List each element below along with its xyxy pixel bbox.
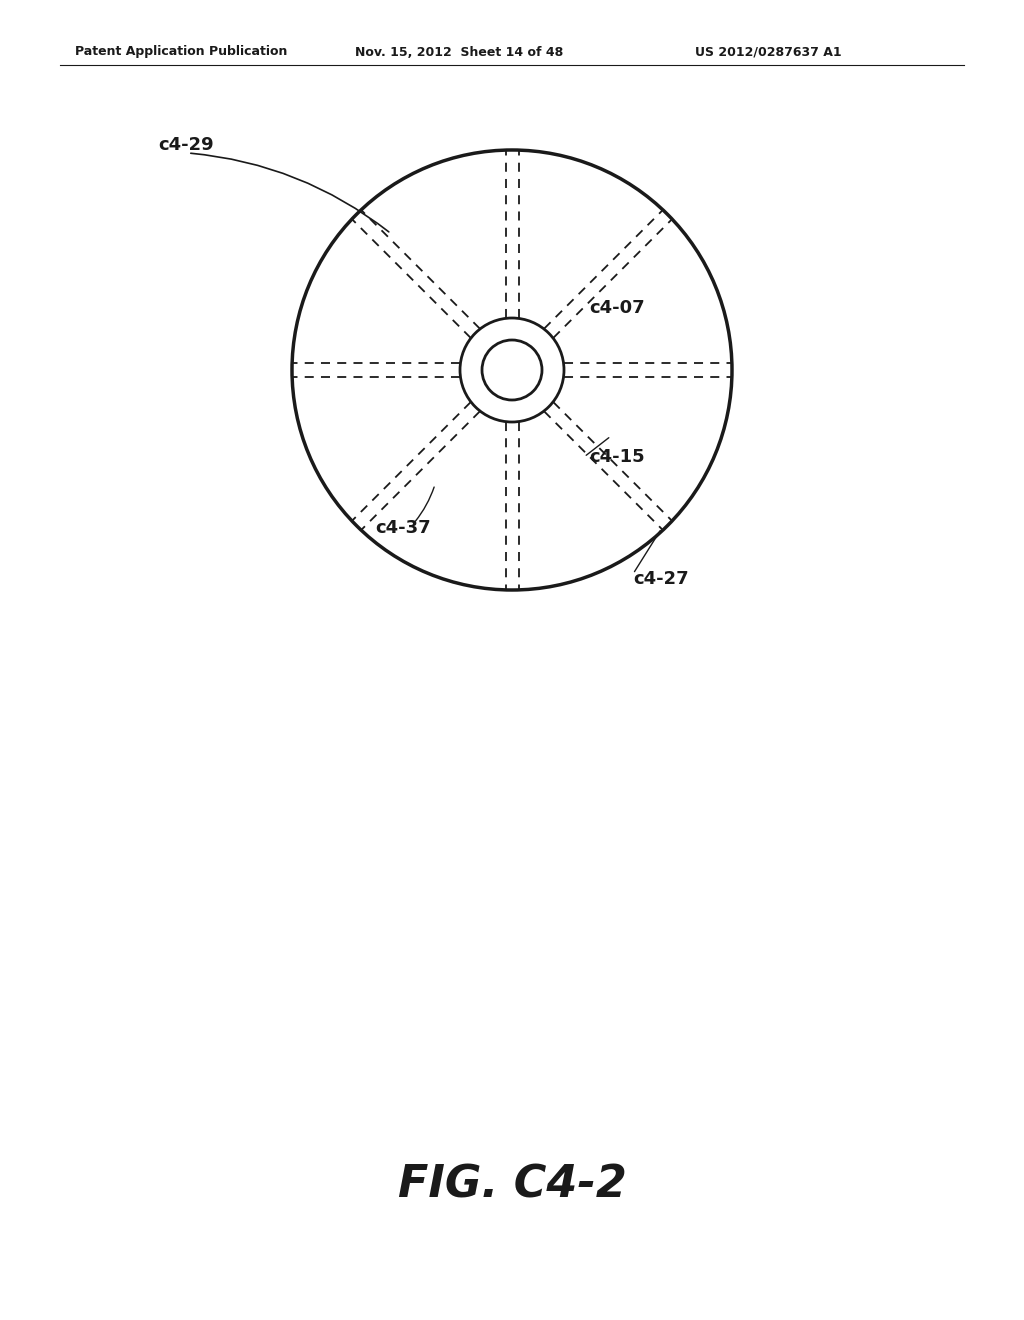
Text: US 2012/0287637 A1: US 2012/0287637 A1 (695, 45, 842, 58)
Text: Nov. 15, 2012  Sheet 14 of 48: Nov. 15, 2012 Sheet 14 of 48 (355, 45, 563, 58)
Text: FIG. C4-2: FIG. C4-2 (397, 1163, 627, 1206)
Text: c4-15: c4-15 (589, 447, 645, 466)
Text: c4-07: c4-07 (589, 300, 645, 317)
Text: c4-27: c4-27 (633, 570, 688, 587)
Circle shape (482, 341, 542, 400)
Text: Patent Application Publication: Patent Application Publication (75, 45, 288, 58)
Text: c4-29: c4-29 (158, 136, 214, 154)
Text: c4-37: c4-37 (376, 519, 431, 537)
